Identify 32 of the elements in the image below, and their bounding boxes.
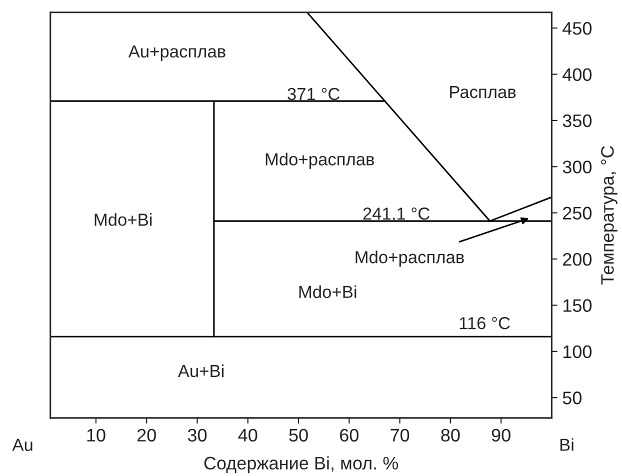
annotation: 371 °C (288, 88, 340, 100)
x-tick-label: 50 (289, 428, 308, 442)
text: Au (12, 438, 32, 451)
y-tick-label: 450 (562, 22, 592, 35)
x-tick-label: 80 (441, 428, 460, 442)
annotation: Mdo+Bi (299, 285, 356, 298)
y-tick-label: 50 (562, 392, 582, 404)
x-tick-label: 20 (137, 428, 156, 442)
annotation: Mdo+Bi (94, 213, 152, 226)
y-tick-label: 350 (562, 114, 592, 128)
annotation: 116 °C (460, 317, 510, 330)
x-tick-label: 60 (340, 428, 358, 442)
x-tick-label: 70 (390, 428, 410, 442)
annotation: 241,1 °C (363, 208, 430, 222)
x-axis-title: Содержание Bi, мол. % (204, 456, 398, 474)
y-tick-label: 150 (564, 299, 592, 312)
annotation: Расплав (450, 86, 516, 98)
x-tick-label: 40 (238, 428, 258, 442)
y-tick-label: 100 (564, 345, 592, 358)
y-tick-label: 300 (562, 160, 592, 174)
y-tick-label: 250 (563, 206, 592, 220)
y-tick-label: 400 (562, 68, 592, 81)
x-tick-label: 90 (492, 428, 510, 442)
text: Bi (560, 438, 574, 451)
annotation: Au+расплав (128, 45, 226, 62)
x-tick-label: 30 (188, 428, 207, 442)
annotation: Mdo+расплав (266, 152, 374, 169)
y-tick-label: 200 (563, 252, 592, 266)
annotation: Au+Bi (178, 364, 224, 378)
annotation: Mdo+расплав (356, 250, 464, 267)
y-axis-title: Температура, °C (601, 146, 618, 285)
x-tick-label: 10 (87, 428, 106, 442)
